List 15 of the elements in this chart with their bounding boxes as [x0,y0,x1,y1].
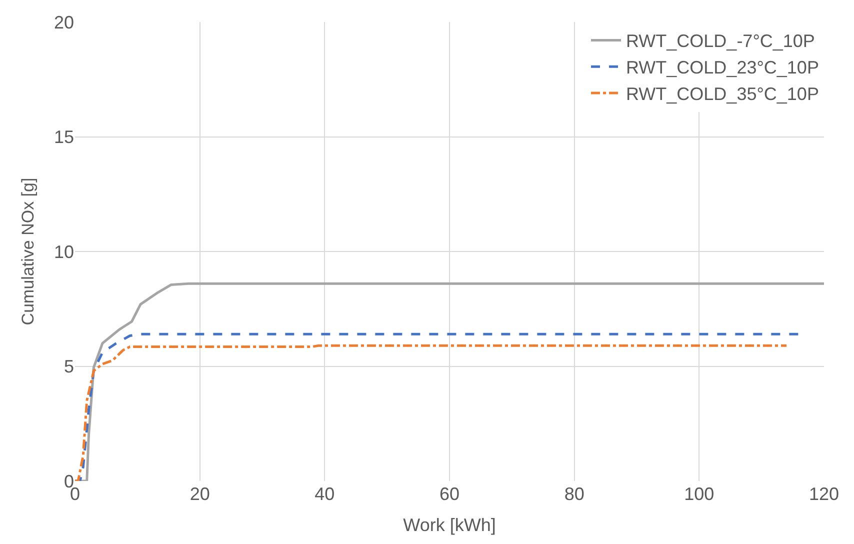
x-tick-label: 120 [808,484,840,504]
x-tick-label: 60 [439,484,460,504]
x-tick-label: 40 [314,484,335,504]
y-tick-label: 15 [54,127,74,148]
x-tick-label: 20 [190,484,210,504]
y-tick-label: 20 [54,12,74,32]
x-tick-label: 80 [564,484,584,504]
legend-label: RWT_COLD_-7°C_10P [626,31,815,52]
x-axis-title: Work [kWh] [403,515,496,536]
legend-label: RWT_COLD_35°C_10P [626,84,819,104]
legend-label: RWT_COLD_23°C_10P [626,58,819,78]
y-axis-title: Cumulative NOx [g] [18,178,38,326]
y-tick-label: 10 [54,242,74,262]
y-tick-label: 5 [64,356,74,377]
x-tick-label: 100 [684,484,714,504]
